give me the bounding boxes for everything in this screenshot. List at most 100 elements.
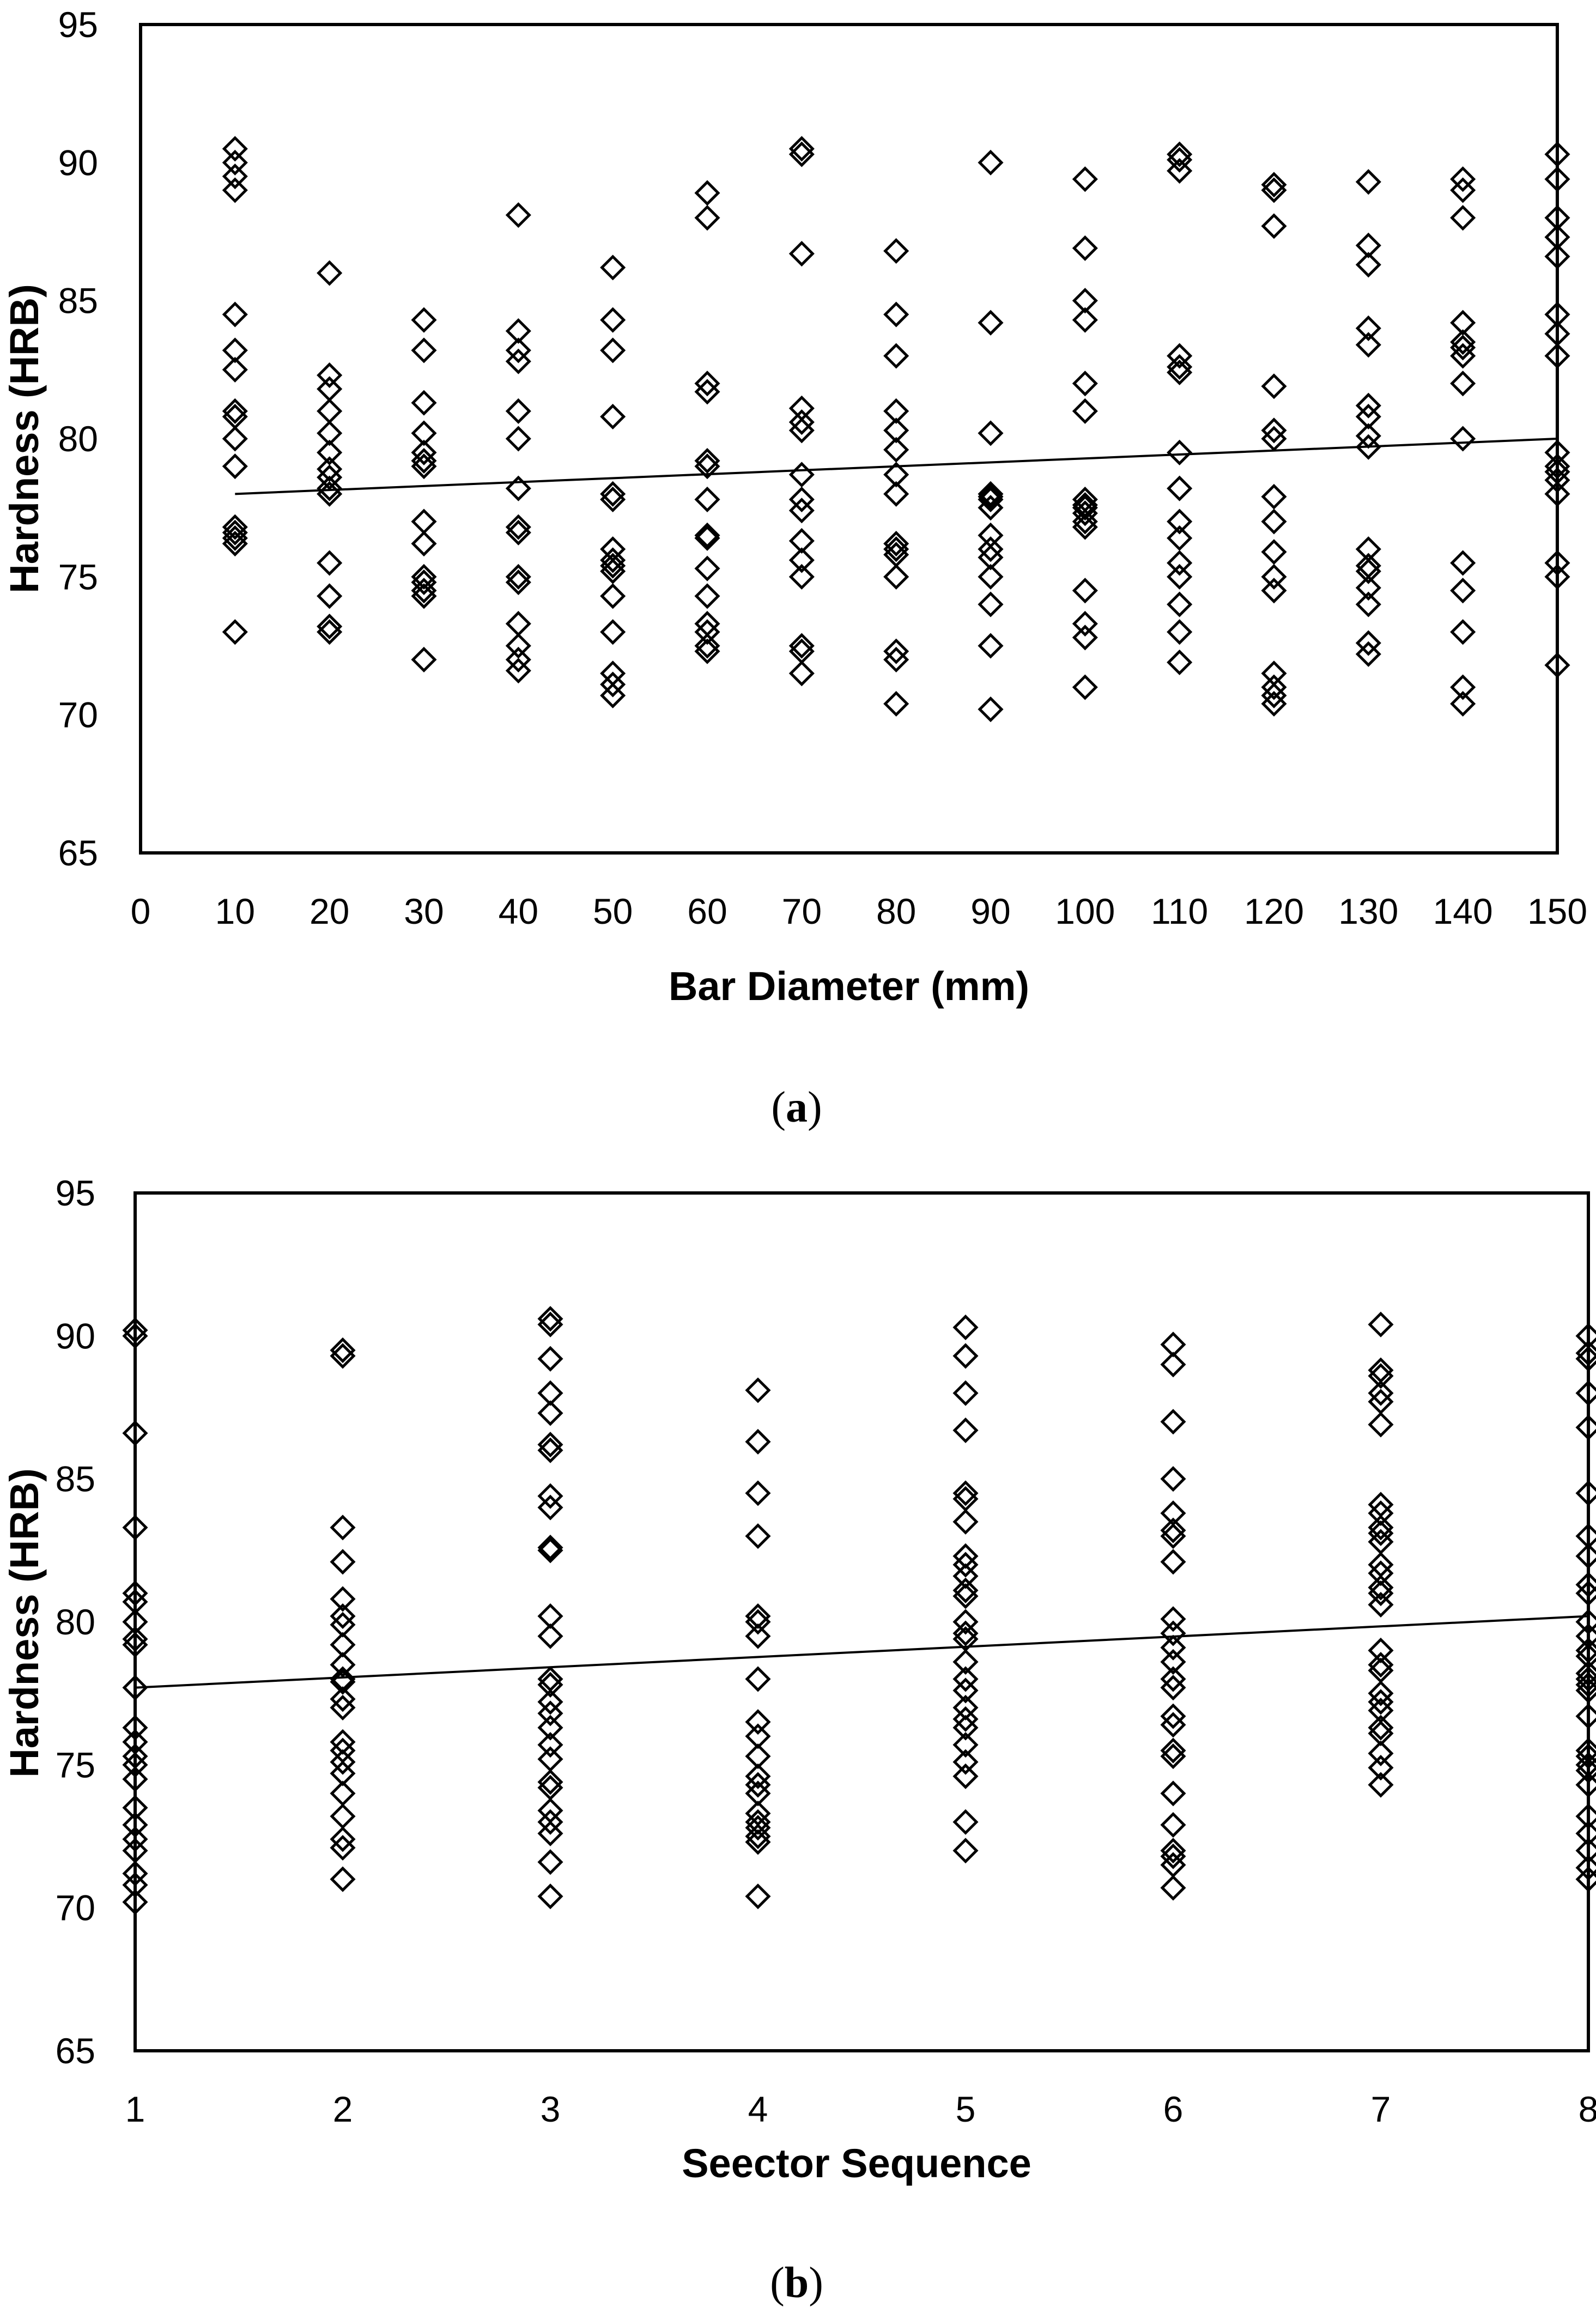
y-tick-label: 85 [56, 1459, 95, 1499]
data-point [952, 1380, 979, 1406]
data-point [1450, 335, 1476, 361]
data-points-b [122, 1306, 1596, 1915]
data-point [411, 646, 437, 673]
data-point [1575, 1666, 1596, 1692]
data-point [978, 310, 1004, 336]
x-tick-label: 120 [1244, 891, 1304, 931]
data-point [317, 619, 343, 645]
data-point [952, 1677, 979, 1704]
data-point [122, 1826, 148, 1852]
data-point [1368, 1689, 1394, 1715]
data-point [1575, 1346, 1596, 1372]
y-tick-label: 95 [58, 4, 98, 45]
data-point [1450, 177, 1476, 203]
data-point [1160, 1875, 1186, 1901]
data-point [537, 1809, 563, 1835]
data-point [537, 1820, 563, 1846]
data-point [600, 583, 626, 609]
data-point [330, 1343, 356, 1369]
x-tick-label: 100 [1055, 891, 1115, 931]
data-point [978, 591, 1004, 617]
data-point [1167, 354, 1193, 380]
data-point [537, 1400, 563, 1426]
y-axis-title-b: Hardness (HRB) [2, 1468, 47, 1777]
trendline-b [135, 1615, 1589, 1689]
data-point [694, 555, 720, 581]
data-point [745, 1523, 771, 1549]
data-point [788, 661, 815, 687]
data-point [745, 1823, 771, 1850]
data-point [122, 1752, 148, 1778]
data-point [317, 583, 343, 609]
data-point [330, 1652, 356, 1678]
data-point [1368, 1311, 1394, 1337]
y-tick-label: 65 [58, 833, 98, 873]
chart-panel-a: 65 70 75 80 85 90 95 0 10 20 30 40 50 60 70 80 90 100 110… [2, 4, 1587, 1131]
data-point [883, 437, 909, 463]
data-point [1160, 1712, 1186, 1738]
x-tick-label: 10 [215, 891, 255, 931]
data-point [883, 530, 909, 557]
data-point [1368, 1412, 1394, 1438]
data-point [1355, 392, 1381, 419]
x-tick-label: 1 [125, 2089, 145, 2129]
data-point [600, 553, 626, 579]
data-point [411, 337, 437, 364]
data-point [505, 646, 531, 673]
panel-label-a: (a) [771, 1083, 822, 1131]
data-point [1160, 1649, 1186, 1675]
data-point [1544, 453, 1570, 480]
data-point [745, 1815, 771, 1841]
data-point [1167, 439, 1193, 465]
data-point [222, 426, 248, 452]
data-point [1368, 1574, 1394, 1601]
data-point [1355, 169, 1381, 195]
data-point [1160, 1812, 1186, 1838]
data-point [122, 1889, 148, 1915]
data-point [1575, 1580, 1596, 1607]
data-point [317, 362, 343, 389]
data-point [317, 464, 343, 490]
data-point [1575, 1609, 1596, 1635]
data-point [537, 1537, 563, 1564]
y-axis-title-a: Hardness (HRB) [2, 284, 47, 593]
data-point [1544, 467, 1570, 493]
data-point [883, 564, 909, 590]
chart-panel-b: 65 70 75 80 85 90 95 1 2 3 4 5 6 7 8 Seector Sequence… [2, 1173, 1596, 2307]
data-point [222, 519, 248, 546]
data-point [1355, 332, 1381, 358]
data-point [788, 547, 815, 573]
data-point [1368, 1580, 1394, 1607]
data-point [330, 1686, 356, 1712]
y-tick-labels-a: 65 70 75 80 85 90 95 [58, 4, 98, 873]
data-point [600, 403, 626, 430]
panel-letter-a: a [786, 1083, 808, 1131]
data-point [952, 1649, 979, 1675]
data-point [1261, 682, 1287, 708]
data-point [505, 564, 531, 590]
data-point [1261, 172, 1287, 198]
data-point [537, 1746, 563, 1772]
data-point [883, 398, 909, 424]
data-point [1167, 158, 1193, 184]
data-point [1575, 1743, 1596, 1770]
data-point [600, 481, 626, 507]
data-point [1575, 1803, 1596, 1830]
data-point [330, 1866, 356, 1892]
data-point [1160, 1606, 1186, 1632]
data-point [1575, 1380, 1596, 1406]
data-point [330, 1826, 356, 1852]
data-point [1261, 508, 1287, 535]
data-point [1160, 1549, 1186, 1575]
x-tick-label: 60 [687, 891, 727, 931]
data-point [1072, 235, 1098, 261]
data-point [952, 1838, 979, 1864]
x-tick-label: 90 [970, 891, 1010, 931]
data-point [694, 583, 720, 609]
data-point [1450, 205, 1476, 231]
data-point [222, 163, 248, 190]
data-point [883, 343, 909, 369]
data-point [122, 1715, 148, 1741]
data-point [1160, 1666, 1186, 1692]
x-tick-labels-b: 1 2 3 4 5 6 7 8 [125, 2089, 1596, 2129]
